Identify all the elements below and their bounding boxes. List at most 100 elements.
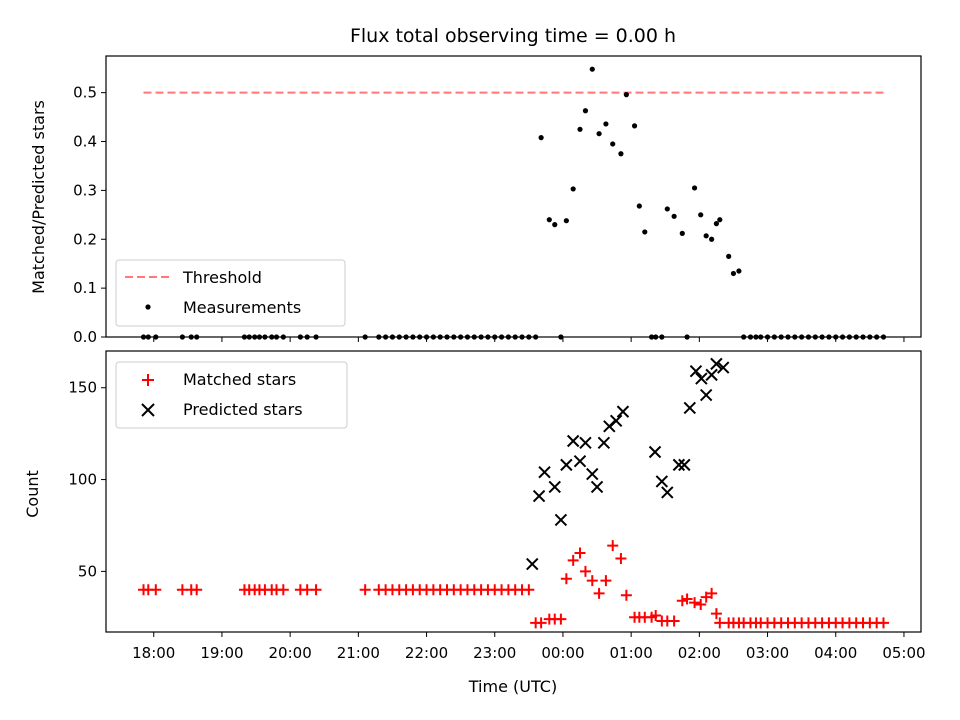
x-tick-label: 19:00	[200, 644, 243, 662]
bottom-panel: 18:00 19:00 20:00 21:00 22:00 23:00 00:00 01:00…	[68, 350, 926, 662]
legend-matched-label: Matched stars	[183, 370, 296, 389]
measurement-point	[713, 221, 719, 227]
matched-star-point	[615, 553, 627, 565]
predicted-star-point	[661, 486, 674, 499]
predicted-star-point	[586, 467, 599, 481]
matched-star-point	[579, 565, 591, 577]
matched-star-point	[681, 593, 693, 605]
measurement-point	[736, 268, 742, 274]
x-tick-label: 22:00	[405, 644, 448, 662]
measurement-point	[538, 135, 544, 141]
predicted-star-point	[548, 480, 561, 494]
x-tick-label: 04:00	[814, 644, 857, 662]
matched-star-point	[877, 617, 889, 629]
matched-star-point	[600, 575, 612, 587]
legend-predicted-label: Predicted stars	[183, 400, 303, 419]
bottom-panel-y-axis-title: Count	[23, 470, 42, 518]
x-tick-label: 23:00	[473, 644, 516, 662]
predicted-star-point	[699, 388, 713, 402]
y-tick-label: 50	[78, 562, 97, 580]
predicted-star-point	[655, 475, 669, 488]
y-tick-label: 0.0	[73, 328, 97, 346]
chart-title: Flux total observing time = 0.00 h	[350, 25, 676, 47]
measurement-point	[546, 217, 552, 223]
measurement-point	[582, 108, 589, 114]
legend-measurements-label: Measurements	[183, 298, 301, 317]
matched-star-point	[560, 573, 572, 585]
measurement-point	[570, 186, 576, 192]
predicted-star-point	[538, 466, 551, 479]
y-tick-label: 150	[68, 379, 97, 397]
legend-predicted-marker	[141, 403, 155, 417]
bottom-legend-box	[115, 361, 348, 429]
predicted-star-point	[526, 557, 539, 571]
y-tick-label: 0.5	[73, 84, 97, 102]
predicted-star-point	[678, 458, 691, 472]
top-panel: 0.0 0.1 0.2 0.3 0.4 0.5	[73, 55, 922, 346]
predicted-star-point	[573, 454, 587, 468]
matched-star-point	[523, 584, 535, 596]
matched-star-point	[567, 554, 579, 566]
predicted-star-point	[590, 480, 604, 494]
predicted-star-point	[597, 436, 611, 450]
y-tick-label: 0.1	[73, 279, 97, 297]
matched-star-point	[706, 587, 718, 599]
matched-star-point	[574, 547, 586, 559]
measurement-point	[730, 270, 737, 277]
measurement-point	[618, 151, 624, 157]
matched-star-point	[359, 584, 371, 596]
x-tick-label: 03:00	[746, 644, 789, 662]
legend-threshold-label: Threshold	[182, 268, 262, 287]
measurement-point	[623, 92, 629, 98]
x-tick-label: 05:00	[882, 644, 925, 662]
predicted-star-point	[683, 401, 697, 415]
x-tick-label: 18:00	[132, 644, 175, 662]
top-panel-y-axis-title: Matched/Predicted stars	[29, 100, 48, 294]
axes-frame	[105, 55, 922, 338]
x-tick-label: 21:00	[337, 644, 380, 662]
y-tick-label: 0.3	[73, 181, 97, 199]
matched-star-point	[586, 575, 598, 587]
predicted-star-point	[648, 445, 662, 459]
axes-frame	[105, 350, 922, 633]
x-tick-label: 00:00	[541, 644, 584, 662]
legend-matched-marker	[142, 374, 154, 386]
measurement-point	[589, 66, 595, 72]
predicted-star-point	[672, 458, 686, 472]
predicted-star-point	[717, 361, 730, 374]
matched-star-point	[710, 608, 722, 620]
predicted-star-point	[566, 434, 580, 448]
predicted-star-point	[689, 364, 703, 378]
predicted-star-point	[532, 489, 546, 503]
measurement-point	[679, 230, 685, 236]
matched-star-point	[668, 615, 680, 627]
matched-star-point	[695, 598, 707, 610]
measurement-point	[552, 222, 558, 228]
measurement-point	[631, 123, 638, 129]
measurement-point	[603, 121, 609, 127]
predicted-star-point	[705, 368, 718, 382]
matched-star-point	[310, 584, 322, 596]
y-tick-label: 0.2	[73, 230, 97, 248]
matched-star-point	[535, 617, 547, 629]
y-tick-label: 100	[68, 471, 97, 489]
matched-star-point	[650, 609, 662, 621]
top-legend-box	[115, 259, 346, 327]
matched-star-point	[676, 595, 688, 607]
matched-star-point	[277, 584, 289, 596]
measurement-point	[664, 206, 670, 212]
predicted-star-point	[695, 372, 708, 385]
measurement-point	[636, 203, 642, 209]
measurement-point	[577, 126, 583, 132]
legend-measurements-marker	[145, 304, 151, 310]
bottom-panel-legend: Matched stars Predicted stars	[115, 361, 348, 429]
matched-star-point	[689, 597, 701, 609]
measurement-point	[691, 185, 698, 191]
matched-star-point	[620, 589, 632, 601]
measurement-point	[610, 141, 616, 147]
x-axis-title: Time (UTC)	[468, 677, 557, 696]
predicted-star-point	[554, 513, 568, 527]
x-tick-label: 01:00	[610, 644, 653, 662]
matched-star-point	[150, 584, 162, 596]
